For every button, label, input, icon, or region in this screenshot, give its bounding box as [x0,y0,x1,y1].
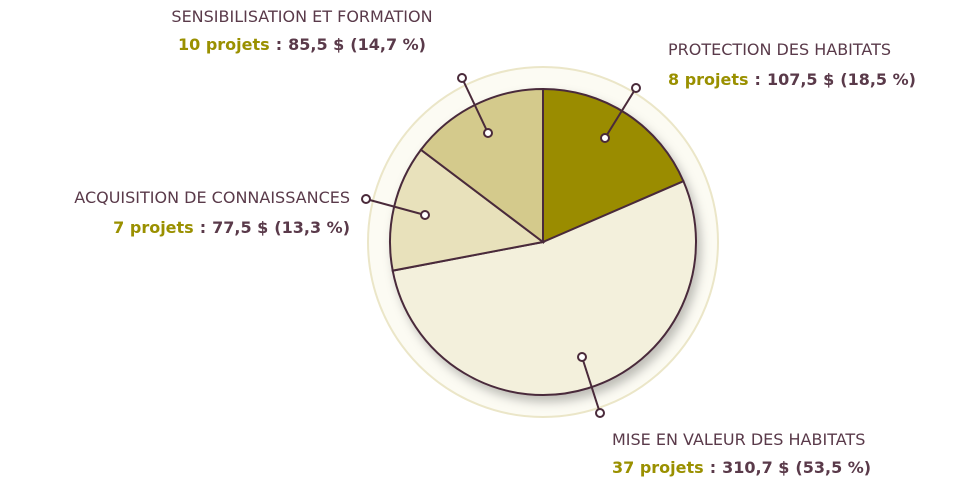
project-count: 10 projets [178,35,270,54]
leader-line [365,198,426,216]
category-label: SENSIBILISATION ET FORMATION [171,7,432,26]
category-label: ACQUISITION DE CONNAISSANCES [74,188,350,207]
project-count: 7 projets [113,218,194,237]
leader-dot [483,128,493,138]
pie [389,87,697,396]
percent: (53,5 %) [795,458,871,477]
slice [391,179,697,396]
leader-dot [361,194,371,204]
amount: 85,5 $ [288,35,344,54]
percent: (18,5 %) [840,70,916,89]
leader-line [604,87,637,139]
slice-label: 7 projets:77,5 $ (13,3 %) [113,218,350,237]
amount: 310,7 $ [722,458,789,477]
percent: (14,7 %) [350,35,426,54]
leader-dot [420,210,430,220]
leader-line [581,356,601,414]
amount: 77,5 $ [212,218,268,237]
separator: : [200,218,206,237]
amount: 107,5 $ [767,70,834,89]
slice [542,87,685,244]
leader-dot [600,133,610,143]
slice-label: 10 projets:85,5 $ (14,7 %) [178,35,426,54]
project-count: 8 projets [668,70,749,89]
project-count: 37 projets [612,458,704,477]
slice-label: 37 projets:310,7 $ (53,5 %) [612,458,871,477]
category-label: PROTECTION DES HABITATS [668,40,891,59]
leader-dot [577,352,587,362]
slice-label: 8 projets:107,5 $ (18,5 %) [668,70,916,89]
category-label: MISE EN VALEUR DES HABITATS [612,430,865,449]
separator: : [755,70,761,89]
leader-line [461,77,489,134]
leader-dot [457,73,467,83]
separator: : [276,35,282,54]
leader-dot [595,408,605,418]
leader-dot [631,83,641,93]
separator: : [710,458,716,477]
percent: (13,3 %) [274,218,350,237]
